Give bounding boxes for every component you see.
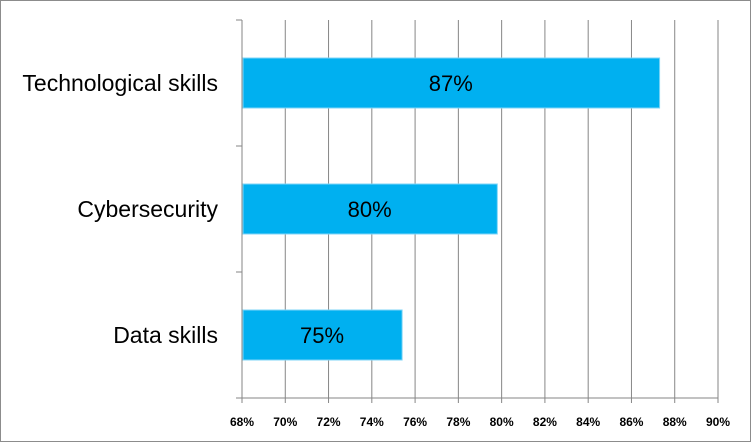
data-label: 87% <box>429 71 473 96</box>
bar <box>242 183 498 235</box>
data-label: 80% <box>348 197 392 222</box>
x-tick-label: 74% <box>360 415 384 429</box>
x-tick-label: 90% <box>706 415 730 429</box>
x-tick-label: 88% <box>663 415 687 429</box>
x-tick-label: 80% <box>490 415 514 429</box>
x-tick-label: 68% <box>230 415 254 429</box>
data-label: 75% <box>300 323 344 348</box>
x-tick-label: 70% <box>273 415 297 429</box>
bar <box>242 57 661 109</box>
x-tick-label: 72% <box>317 415 341 429</box>
x-tick-label: 86% <box>619 415 643 429</box>
category-labels: Technological skills Cybersecurity Data sk… <box>22 70 218 348</box>
bars: 87% 80% 75% <box>242 57 661 361</box>
category-label: Cybersecurity <box>77 196 218 222</box>
category-label: Technological skills <box>22 70 218 96</box>
x-tick-label: 82% <box>533 415 557 429</box>
axes <box>236 19 719 403</box>
x-tick-label: 84% <box>576 415 600 429</box>
x-tick-label: 76% <box>403 415 427 429</box>
x-tick-label: 78% <box>446 415 470 429</box>
x-tick-labels: 68% 70% 72% 74% 76% 78% 80% 82% 84% 86% 88% 90% <box>230 415 730 429</box>
bar <box>242 309 403 361</box>
category-label: Data skills <box>113 322 218 348</box>
